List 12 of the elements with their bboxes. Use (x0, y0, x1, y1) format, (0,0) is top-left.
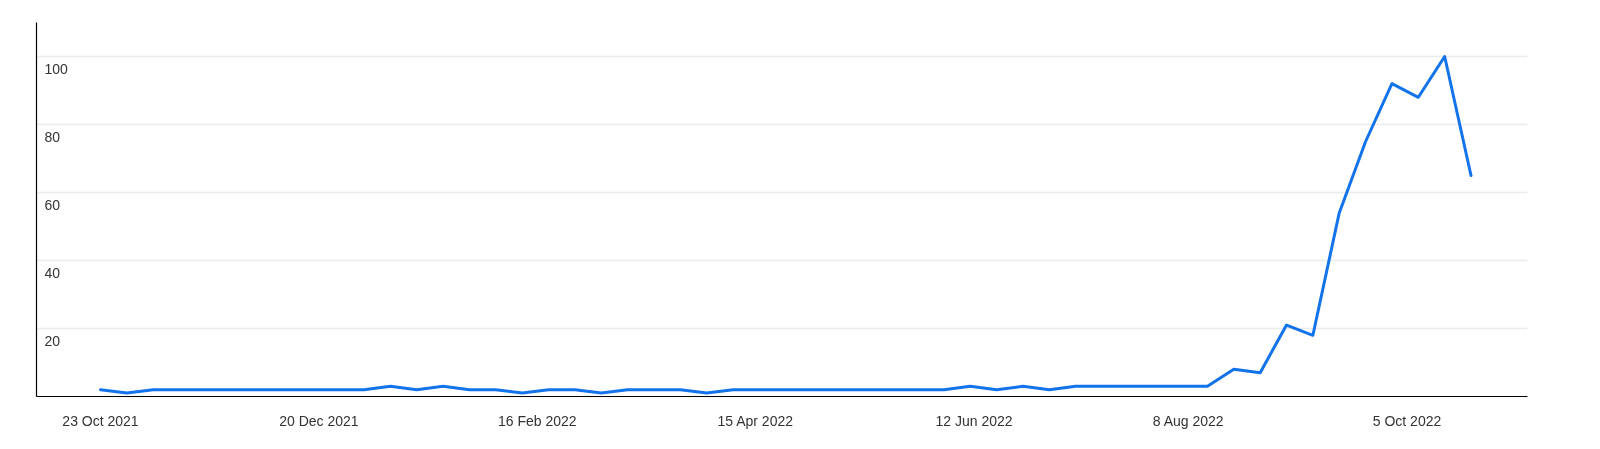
x-tick-label: 12 Jun 2022 (935, 412, 1013, 429)
y-tick-label: 60 (44, 196, 61, 213)
x-tick-label: 16 Feb 2022 (497, 412, 577, 429)
x-tick-label: 23 Oct 2021 (62, 412, 139, 429)
x-tick-label: 20 Dec 2021 (279, 412, 359, 429)
x-tick-label: 15 Apr 2022 (717, 412, 794, 429)
y-tick-label: 100 (44, 60, 69, 77)
y-tick-label: 80 (44, 128, 61, 145)
y-tick-label: 20 (44, 332, 61, 349)
x-tick-label: 5 Oct 2022 (1372, 412, 1442, 429)
x-tick-label: 8 Aug 2022 (1152, 412, 1224, 429)
y-tick-label: 40 (44, 264, 61, 281)
